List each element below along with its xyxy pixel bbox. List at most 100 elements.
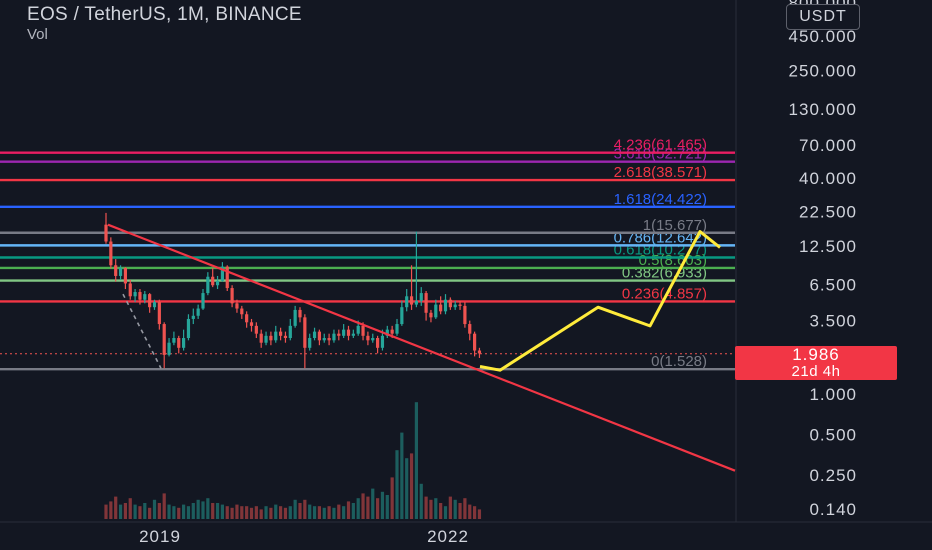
volume-bar	[191, 503, 195, 519]
candle-body	[337, 333, 341, 336]
price-axis-tick-label: 130.000	[789, 100, 857, 119]
volume-bar	[211, 503, 215, 519]
candle-body	[434, 304, 438, 318]
time-axis-tick-label: 2019	[139, 527, 181, 546]
candle-body	[186, 318, 191, 339]
fibonacci-levels: 0(1.528)0.236(4.857)0.382(6.933)0.5(8.60…	[0, 137, 735, 371]
volume-bar	[249, 507, 254, 519]
bar-countdown: 21d 4h	[791, 363, 841, 380]
price-axis-tick-label: 22.500	[799, 203, 857, 222]
candle-body	[380, 335, 385, 348]
price-axis-tick-label: 0.140	[809, 500, 857, 519]
candle-body	[468, 324, 472, 334]
candle-body	[298, 309, 302, 318]
volume-bar	[453, 499, 457, 519]
price-axis-tick-label: 12.500	[799, 237, 857, 256]
volume-bar	[356, 498, 360, 519]
volume-bar	[361, 493, 365, 519]
volume-bar	[385, 495, 389, 519]
volume-bar	[439, 503, 443, 519]
volume-bar	[342, 506, 346, 519]
fib-level-label: 1.618(24.422)	[614, 191, 707, 208]
price-axis-tick-label: 1.000	[809, 385, 857, 404]
candle-body	[249, 322, 254, 326]
volume-bar	[400, 432, 404, 519]
candle-body	[114, 265, 118, 276]
candle-body	[400, 307, 404, 325]
currency-unit-button[interactable]: USDT	[786, 4, 860, 30]
volume-bar	[143, 503, 147, 519]
candle-body	[109, 241, 113, 266]
volume-bar	[186, 506, 191, 519]
candle-body	[356, 325, 360, 334]
volume-bar	[215, 503, 220, 519]
volume-bar	[274, 504, 278, 519]
candle-body	[342, 329, 346, 336]
candle-body	[123, 267, 127, 284]
candle-body	[308, 338, 312, 348]
volume-bar	[346, 501, 351, 519]
volume-bar	[308, 504, 312, 519]
volume-bar	[424, 496, 428, 519]
volume-bar	[172, 506, 176, 519]
candle-body	[303, 317, 307, 348]
volume-bar	[128, 498, 132, 519]
volume-bar	[380, 491, 385, 519]
candle-body	[225, 266, 229, 289]
volume-bar	[414, 402, 418, 519]
time-axis[interactable]: 2019 2022	[139, 527, 469, 546]
last-price-tag: 1.986 21d 4h	[735, 346, 897, 380]
candle-body	[327, 338, 331, 341]
candle-body	[477, 350, 482, 354]
candle-body	[152, 302, 157, 308]
candle-body	[283, 335, 288, 339]
volume-bar	[322, 507, 326, 519]
volume-bar	[332, 507, 336, 519]
volume-bar	[114, 496, 118, 519]
last-price-value: 1.986	[792, 345, 840, 364]
volume-bar	[133, 504, 137, 519]
volume-bar	[162, 493, 166, 519]
volume-bar	[366, 496, 370, 519]
volume-bar	[148, 507, 152, 519]
candle-body	[182, 338, 186, 348]
candle-body	[361, 325, 365, 336]
volume-bar	[240, 506, 244, 519]
volume-bar	[395, 450, 399, 519]
volume-bar	[283, 507, 288, 519]
candle-body	[390, 329, 394, 334]
candle-body	[143, 294, 147, 300]
volume-bar	[448, 496, 452, 519]
symbol-title[interactable]: EOS / TetherUS, 1M, BINANCE	[27, 4, 302, 25]
candle-body	[443, 299, 448, 312]
price-axis-tick-label: 3.500	[809, 312, 857, 331]
projection-path	[479, 230, 721, 372]
volume-bar	[371, 488, 375, 519]
volume-bar	[303, 499, 307, 519]
fib-level-label: 0.236(4.857)	[622, 285, 707, 302]
volume-bar	[152, 499, 157, 519]
volume-bar	[230, 507, 234, 519]
price-axis-tick-label: 0.250	[809, 466, 857, 485]
candle-body	[138, 292, 142, 300]
volume-bar	[405, 458, 409, 519]
price-axis-tick-label: 6.500	[809, 275, 857, 294]
candle-body	[177, 338, 181, 348]
fib-level-label: 4.236(61.465)	[614, 137, 707, 154]
volume-bar	[429, 499, 433, 519]
candle-body	[104, 224, 108, 242]
candle-body	[211, 276, 215, 286]
volume-bar	[104, 504, 108, 519]
candle-body	[254, 325, 258, 334]
volume-bar	[409, 453, 414, 519]
candle-body	[148, 294, 152, 308]
candle-body	[376, 338, 380, 348]
candle-body	[196, 308, 200, 316]
candle-body	[473, 333, 477, 351]
candle-body	[118, 267, 123, 276]
volume-bar	[317, 506, 321, 519]
volume-indicator-label[interactable]: Vol	[27, 26, 48, 43]
candle-body	[371, 338, 375, 341]
